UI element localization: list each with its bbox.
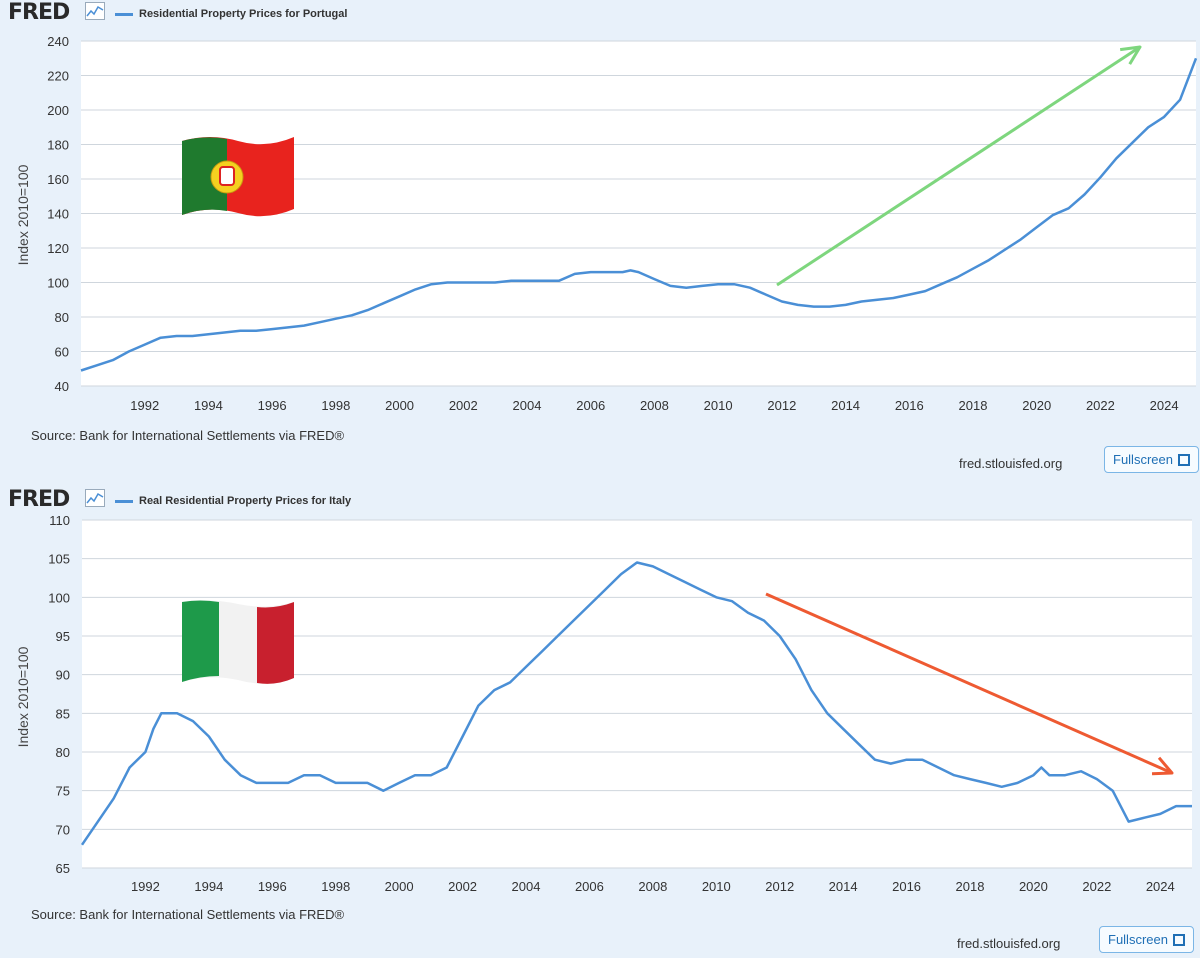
x-tick-label: 2016 [892, 879, 921, 894]
fullscreen-button[interactable]: Fullscreen [1104, 446, 1199, 473]
x-tick-label: 2022 [1086, 398, 1115, 413]
y-tick-label: 100 [48, 590, 70, 605]
x-tick-label: 2018 [959, 398, 988, 413]
fred-logo: FRED [8, 487, 70, 512]
x-tick-label: 2012 [765, 879, 794, 894]
x-tick-label: 2024 [1146, 879, 1175, 894]
legend-label: Real Residential Property Prices for Ita… [139, 495, 352, 507]
source-note: Source: Bank for International Settlemen… [31, 428, 345, 443]
y-tick-label: 200 [47, 103, 69, 118]
x-tick-label: 2008 [638, 879, 667, 894]
x-tick-label: 1992 [131, 879, 160, 894]
x-tick-label: 1994 [194, 398, 223, 413]
x-tick-label: 1994 [194, 879, 223, 894]
y-tick-label: 240 [47, 34, 69, 49]
y-axis-label: Index 2010=100 [15, 164, 31, 265]
y-tick-label: 160 [47, 172, 69, 187]
legend-swatch [115, 12, 133, 16]
y-tick-label: 110 [49, 513, 70, 528]
fred-graph-icon [85, 2, 105, 20]
y-tick-label: 40 [55, 379, 69, 394]
x-tick-label: 2002 [449, 398, 478, 413]
line-chart-italy: 65 70 75 80 85 90 95 100 105 110 1992 1994 1996 1998 2… [15, 513, 1192, 894]
source-note: Source: Bank for International Settlemen… [31, 907, 345, 922]
x-tick-label: 1996 [258, 398, 287, 413]
y-tick-label: 70 [56, 822, 70, 837]
y-tick-label: 75 [56, 784, 70, 799]
site-credit: fred.stlouisfed.org [959, 456, 1063, 471]
x-tick-label: 2012 [767, 398, 796, 413]
fullscreen-label: Fullscreen [1108, 932, 1168, 947]
x-tick-label: 2014 [831, 398, 860, 413]
x-tick-label: 2000 [385, 879, 414, 894]
trend-arrow-head [1119, 45, 1142, 65]
fullscreen-label: Fullscreen [1113, 452, 1173, 467]
line-chart-portugal: 40 60 80 100 120 140 160 180 200 220 240 1992 1994 19… [15, 34, 1198, 413]
site-credit: fred.stlouisfed.org [957, 936, 1061, 951]
x-tick-label: 2010 [704, 398, 733, 413]
trend-arrow [776, 45, 1141, 287]
chart-panel-italy: FRED Real Residential Property Prices fo… [0, 487, 1200, 958]
x-tick-label: 1992 [130, 398, 159, 413]
x-tick-label: 2006 [575, 879, 604, 894]
x-tick-label: 2002 [448, 879, 477, 894]
x-tick-label: 2014 [829, 879, 858, 894]
y-tick-label: 95 [56, 629, 70, 644]
series-line [80, 561, 1192, 846]
x-tick-label: 1998 [321, 398, 350, 413]
y-tick-label: 105 [48, 552, 70, 567]
fred-logo: FRED [8, 0, 70, 25]
x-tick-label: 2006 [576, 398, 605, 413]
x-tick-label: 2016 [895, 398, 924, 413]
chart-legend: Real Residential Property Prices for Ita… [115, 495, 351, 507]
y-tick-label: 90 [56, 668, 70, 683]
x-tick-label: 2020 [1022, 398, 1051, 413]
portugal-flag-icon [182, 137, 294, 217]
fred-graph-icon [85, 489, 105, 507]
y-tick-label: 80 [55, 310, 69, 325]
x-tick-label: 2022 [1082, 879, 1111, 894]
y-tick-label: 85 [56, 706, 70, 721]
y-tick-label: 120 [47, 241, 69, 256]
legend-swatch [115, 499, 133, 503]
x-tick-label: 2024 [1150, 398, 1179, 413]
fullscreen-button[interactable]: Fullscreen [1099, 926, 1194, 953]
chart-panel-portugal: FRED Residential Property Prices for Por… [8, 0, 1199, 473]
x-tick-label: 2010 [702, 879, 731, 894]
chart-legend: Residential Property Prices for Portugal [115, 8, 347, 20]
y-tick-label: 180 [47, 138, 69, 153]
y-tick-label: 100 [47, 276, 69, 291]
expand-icon [1177, 453, 1190, 466]
trend-arrow [765, 592, 1173, 775]
y-tick-label: 60 [55, 345, 69, 360]
legend-label: Residential Property Prices for Portugal [139, 8, 348, 20]
x-tick-label: 2008 [640, 398, 669, 413]
x-tick-label: 2000 [385, 398, 414, 413]
expand-icon [1172, 933, 1185, 946]
y-tick-label: 140 [47, 207, 69, 222]
x-tick-label: 2018 [956, 879, 985, 894]
y-tick-label: 220 [47, 69, 69, 84]
trend-arrow-head [1151, 756, 1174, 776]
italy-flag-icon [182, 600, 294, 684]
x-tick-label: 1996 [258, 879, 287, 894]
plot-area [82, 520, 1192, 868]
x-tick-label: 2004 [513, 398, 542, 413]
x-tick-label: 1998 [321, 879, 350, 894]
y-axis-label: Index 2010=100 [15, 646, 31, 747]
y-tick-label: 80 [56, 745, 70, 760]
x-tick-label: 2020 [1019, 879, 1048, 894]
y-tick-label: 65 [56, 861, 70, 876]
series-line [80, 57, 1198, 372]
x-tick-label: 2004 [512, 879, 541, 894]
